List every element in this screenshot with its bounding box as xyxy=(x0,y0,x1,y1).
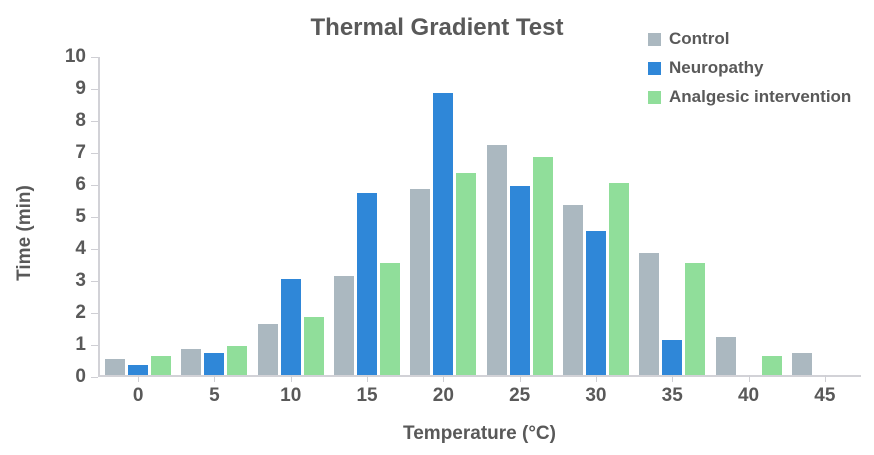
y-axis-tick xyxy=(91,216,98,218)
y-axis-tick xyxy=(91,312,98,314)
x-axis-tick xyxy=(214,375,216,382)
legend: Control Neuropathy Analgesic intervention xyxy=(648,28,851,115)
y-axis-tick-label: 1 xyxy=(75,334,86,355)
y-axis-tick-label: 2 xyxy=(75,302,86,323)
y-axis-tick xyxy=(91,152,98,154)
bar-analgesic-intervention-35 xyxy=(685,263,706,375)
x-axis-tick xyxy=(138,375,140,382)
x-axis-title: Temperature (°C) xyxy=(403,423,556,444)
bar-analgesic-intervention-40 xyxy=(761,355,782,375)
y-axis-tick xyxy=(91,280,98,282)
x-axis-tick-label: 25 xyxy=(509,385,531,406)
bar-control-20 xyxy=(410,189,431,375)
y-axis-title: Time (min) xyxy=(14,185,35,281)
bar-analgesic-intervention-30 xyxy=(608,183,629,375)
bar-control-40 xyxy=(715,336,736,375)
y-axis-tick-label: 4 xyxy=(75,238,86,259)
y-axis-tick-label: 7 xyxy=(75,142,86,163)
bar-control-45 xyxy=(791,352,812,375)
x-axis-tick-label: 0 xyxy=(132,385,144,406)
x-axis-tick-label: 30 xyxy=(585,385,607,406)
legend-item-control: Control xyxy=(648,28,851,50)
x-axis-tick-label: 5 xyxy=(209,385,220,406)
y-axis-tick-label: 0 xyxy=(75,366,86,387)
bar-analgesic-intervention-15 xyxy=(380,263,401,375)
y-axis-tick-label: 6 xyxy=(75,174,86,195)
bar-neuropathy-10 xyxy=(280,279,301,375)
chart-title: Thermal Gradient Test xyxy=(310,14,564,41)
bar-neuropathy-25 xyxy=(509,186,530,375)
legend-label: Neuropathy xyxy=(669,58,764,77)
legend-label: Analgesic intervention xyxy=(669,87,852,106)
bar-neuropathy-5 xyxy=(204,352,225,375)
x-axis-tick xyxy=(367,375,369,382)
x-axis-tick xyxy=(290,375,292,382)
bar-control-35 xyxy=(639,253,660,375)
legend-swatch-neuropathy xyxy=(648,61,661,75)
y-axis-tick-label: 3 xyxy=(75,270,86,291)
bar-neuropathy-15 xyxy=(357,192,378,375)
x-axis-tick-label: 40 xyxy=(737,385,760,406)
bar-analgesic-intervention-10 xyxy=(303,317,324,375)
bar-control-15 xyxy=(334,275,355,375)
y-axis-tick xyxy=(91,184,98,186)
bar-neuropathy-0 xyxy=(128,365,149,375)
x-axis-tick xyxy=(519,375,521,382)
legend-item-analgesic-intervention: Analgesic intervention xyxy=(648,86,851,108)
x-axis-tick-label: 20 xyxy=(432,385,454,406)
y-axis-tick xyxy=(91,344,98,346)
bar-neuropathy-35 xyxy=(662,339,683,375)
bar-analgesic-intervention-20 xyxy=(456,173,477,375)
y-axis-tick xyxy=(91,248,98,250)
bar-analgesic-intervention-0 xyxy=(151,355,172,375)
x-axis-tick xyxy=(748,375,750,382)
x-axis-tick xyxy=(595,375,597,382)
legend-item-neuropathy: Neuropathy xyxy=(648,57,851,79)
x-axis-tick-label: 15 xyxy=(356,385,378,406)
x-axis-tick xyxy=(672,375,674,382)
bar-analgesic-intervention-25 xyxy=(532,157,553,375)
x-axis-tick-label: 35 xyxy=(661,385,683,406)
y-axis-tick xyxy=(91,376,98,378)
legend-label: Control xyxy=(669,29,730,48)
bar-control-25 xyxy=(486,144,507,375)
bar-control-0 xyxy=(105,359,126,375)
plot-area: 0 1 2 3 4 5 6 7 8 9 10 0 5 10 15 20 25 30 35 40 45 xyxy=(65,46,861,406)
y-axis-tick xyxy=(91,56,98,58)
bar-analgesic-intervention-5 xyxy=(227,346,248,375)
x-axis-tick-label: 45 xyxy=(814,385,836,406)
bar-control-10 xyxy=(257,323,278,375)
bar-neuropathy-30 xyxy=(585,231,606,375)
x-axis-tick xyxy=(824,375,826,382)
y-axis-tick-label: 8 xyxy=(75,110,86,131)
legend-swatch-analgesic-intervention xyxy=(648,90,661,104)
bar-control-5 xyxy=(181,349,202,375)
y-axis-tick-label: 5 xyxy=(75,206,86,227)
x-axis-tick xyxy=(443,375,445,382)
y-axis-tick xyxy=(91,88,98,90)
bar-control-30 xyxy=(562,205,583,375)
x-axis-tick-label: 10 xyxy=(280,385,302,406)
y-axis-tick-label: 9 xyxy=(75,78,86,99)
legend-swatch-control xyxy=(648,32,661,46)
y-axis-tick xyxy=(91,120,98,122)
bar-neuropathy-20 xyxy=(433,93,454,375)
y-axis-tick-label: 10 xyxy=(64,46,86,67)
